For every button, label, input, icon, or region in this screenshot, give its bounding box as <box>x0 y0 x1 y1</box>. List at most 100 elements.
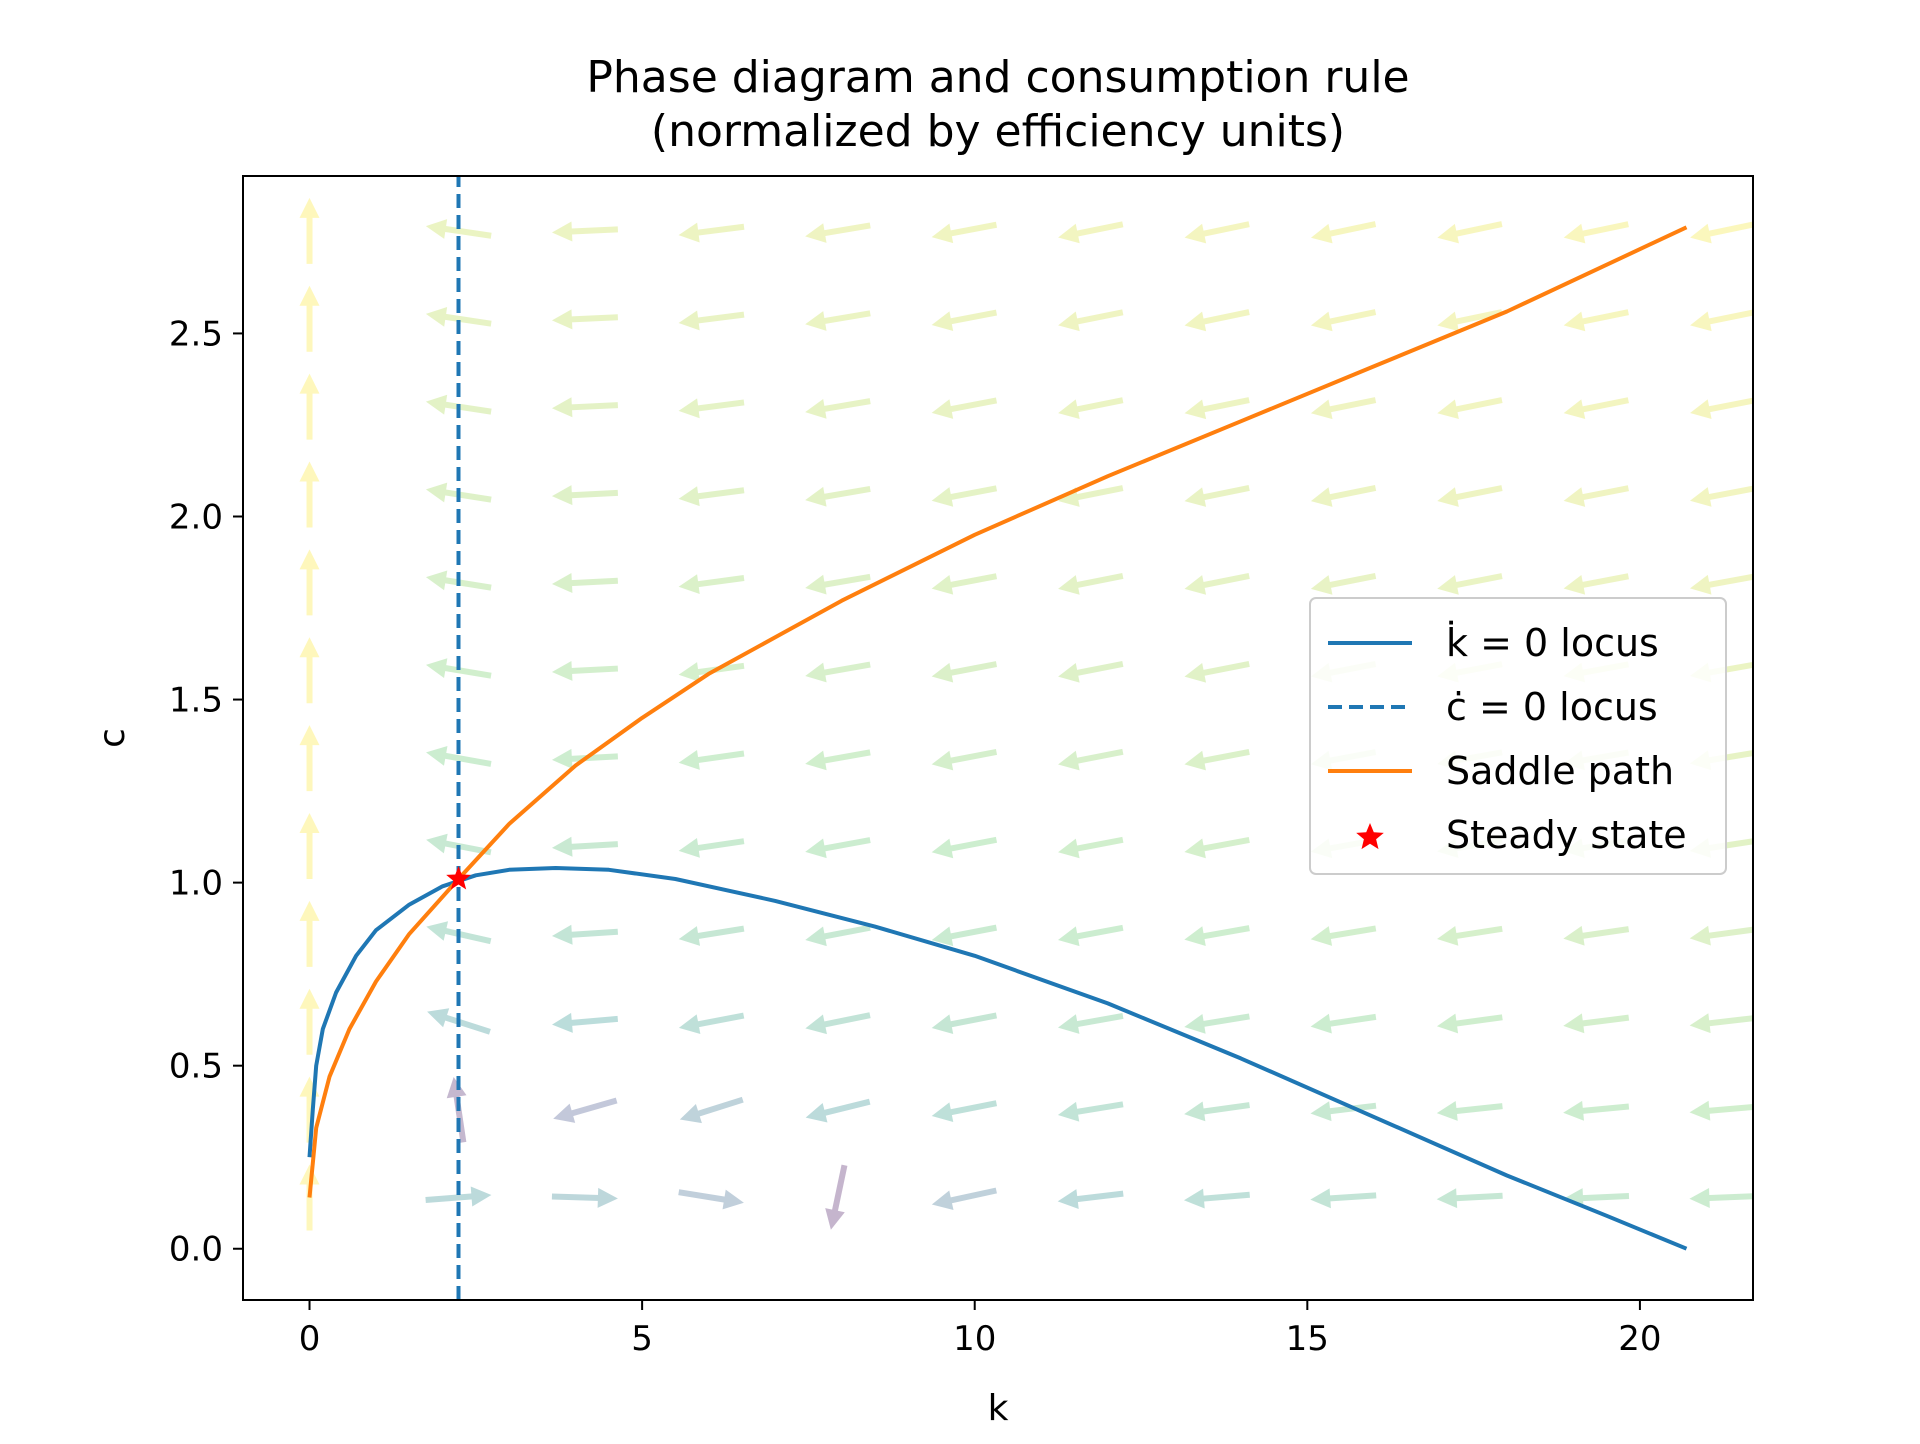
direction-arrow <box>805 311 870 331</box>
direction-arrow <box>1185 399 1250 419</box>
direction-arrow <box>1437 1014 1502 1034</box>
direction-arrow <box>1563 1013 1628 1033</box>
direction-arrow <box>805 663 870 683</box>
direction-arrow <box>1058 224 1123 244</box>
direction-arrow <box>1185 312 1250 332</box>
direction-arrow <box>679 1190 744 1210</box>
direction-arrow <box>1564 575 1629 595</box>
direction-arrow <box>1311 224 1376 244</box>
legend: k̇ = 0 locus ċ = 0 locus Saddle path Ste… <box>1310 598 1726 874</box>
direction-arrow <box>1058 839 1123 859</box>
direction-arrow <box>1184 1014 1249 1034</box>
direction-arrow <box>300 901 320 967</box>
y-tick-label: 0.0 <box>169 1230 223 1270</box>
direction-arrow <box>300 989 320 1055</box>
direction-arrow <box>552 397 618 417</box>
direction-arrow <box>1058 1189 1124 1209</box>
direction-arrow <box>552 309 618 329</box>
direction-arrow <box>1690 224 1755 244</box>
direction-arrow <box>679 574 744 594</box>
direction-arrow <box>932 575 997 595</box>
y-tick-label: 2.0 <box>169 497 223 537</box>
direction-arrow <box>932 663 997 683</box>
direction-arrow <box>552 837 618 857</box>
direction-arrow <box>679 486 744 506</box>
direction-arrow <box>1184 839 1249 859</box>
direction-arrow <box>805 1015 870 1035</box>
direction-arrow <box>300 813 320 879</box>
direction-arrow <box>932 311 997 331</box>
direction-arrow <box>1437 1101 1503 1121</box>
direction-arrow <box>1437 926 1502 946</box>
direction-arrow <box>1184 663 1249 683</box>
direction-arrow <box>1690 1013 1756 1033</box>
direction-arrow <box>806 1102 870 1123</box>
direction-arrow <box>932 487 997 507</box>
legend-label-steady-state: Steady state <box>1446 813 1687 857</box>
direction-arrow <box>932 839 997 859</box>
direction-arrow <box>300 462 320 528</box>
direction-arrow <box>552 222 618 242</box>
direction-arrow <box>1058 312 1123 332</box>
direction-arrow <box>805 223 870 243</box>
direction-arrow <box>300 374 320 440</box>
direction-arrow <box>679 311 744 331</box>
direction-arrow <box>932 224 997 244</box>
direction-arrow <box>552 1188 618 1208</box>
direction-arrow <box>1690 1101 1756 1121</box>
direction-arrow <box>1058 663 1123 683</box>
direction-arrow <box>1690 575 1755 595</box>
y-axis-label: c <box>92 728 133 748</box>
chart-subtitle: (normalized by efficiency units) <box>651 106 1345 157</box>
direction-arrow <box>1058 926 1123 946</box>
y-axis-ticks: 0.00.51.01.52.02.5 <box>169 314 243 1269</box>
direction-arrow <box>1564 312 1629 332</box>
direction-arrow <box>1058 487 1123 507</box>
direction-arrow <box>1437 399 1502 419</box>
direction-arrow <box>1564 224 1629 244</box>
direction-arrow <box>679 926 744 946</box>
direction-arrow <box>1184 1189 1250 1209</box>
direction-arrow <box>1184 1101 1249 1121</box>
direction-arrow <box>1058 399 1123 419</box>
legend-label-c-locus: ċ = 0 locus <box>1446 685 1658 729</box>
x-tick-label: 20 <box>1618 1319 1661 1359</box>
x-tick-label: 5 <box>631 1319 653 1359</box>
direction-arrow <box>1058 575 1123 595</box>
direction-arrow <box>300 549 320 615</box>
direction-arrow <box>1185 487 1250 507</box>
direction-arrow <box>932 927 997 947</box>
direction-arrow <box>1311 575 1376 595</box>
direction-arrow <box>1564 399 1629 419</box>
y-tick-label: 1.5 <box>169 681 223 721</box>
x-tick-label: 0 <box>299 1319 321 1359</box>
direction-arrow <box>552 661 618 681</box>
direction-arrow <box>1311 312 1376 332</box>
direction-arrow <box>679 398 744 418</box>
x-axis-label: k <box>988 1388 1009 1429</box>
direction-arrow <box>932 1190 997 1210</box>
direction-arrow <box>805 487 870 507</box>
direction-arrow <box>1184 926 1249 946</box>
direction-arrow <box>300 198 320 264</box>
y-tick-label: 1.0 <box>169 864 223 904</box>
direction-arrow <box>1437 224 1502 244</box>
direction-arrow <box>1184 575 1249 595</box>
direction-arrow <box>1437 487 1502 507</box>
legend-label-k-locus: k̇ = 0 locus <box>1446 621 1659 665</box>
direction-arrow <box>679 838 744 858</box>
direction-arrow <box>1690 312 1755 332</box>
k-dot-zero-locus <box>310 868 1687 1249</box>
direction-arrow <box>932 1014 997 1034</box>
direction-arrow <box>932 1102 997 1122</box>
direction-arrow <box>825 1165 845 1230</box>
direction-arrow <box>552 573 618 593</box>
direction-arrow <box>1690 399 1755 419</box>
direction-arrow <box>805 751 870 771</box>
direction-arrow <box>1185 224 1250 244</box>
direction-arrow <box>1058 1014 1123 1034</box>
direction-arrow <box>552 485 618 505</box>
direction-arrow <box>552 925 618 945</box>
